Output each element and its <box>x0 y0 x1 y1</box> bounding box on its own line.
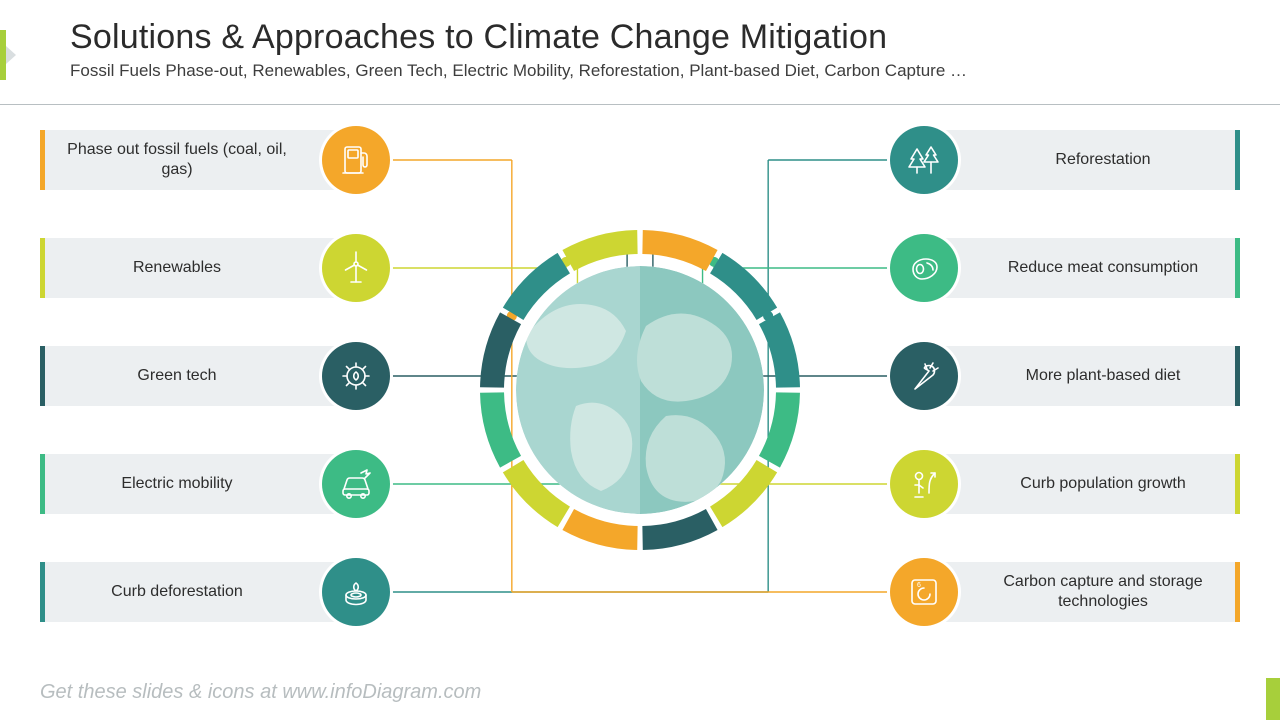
item-stripe <box>1235 346 1240 406</box>
trees-icon <box>890 126 958 194</box>
item-label: Carbon capture and storage technologies <box>984 572 1222 612</box>
item-row: Renewables <box>40 230 390 306</box>
item-row: Carbon capture and storage technologies 6 <box>890 554 1240 630</box>
bottom-right-accent <box>1266 678 1280 720</box>
item-label: More plant-based diet <box>984 366 1222 386</box>
carrot-icon <box>890 342 958 410</box>
footer-text: Get these slides & icons at www.infoDiag… <box>40 681 481 704</box>
ev-car-icon <box>322 450 390 518</box>
item-bar: Green tech <box>40 346 342 406</box>
item-stripe <box>40 454 45 514</box>
tree-stump-icon <box>322 558 390 626</box>
left-accent-bar <box>0 30 6 80</box>
page-subtitle: Fossil Fuels Phase-out, Renewables, Gree… <box>70 61 1240 81</box>
svg-text:6: 6 <box>917 582 921 589</box>
globe-graphic <box>516 266 764 514</box>
item-stripe <box>1235 562 1240 622</box>
item-row: Electric mobility <box>40 446 390 522</box>
header-divider <box>0 104 1280 105</box>
item-row: Reforestation <box>890 122 1240 198</box>
diagram-stage: Phase out fossil fuels (coal, oil, gas) R… <box>0 110 1280 670</box>
item-row: Curb deforestation <box>40 554 390 630</box>
item-label: Reforestation <box>984 150 1222 170</box>
item-bar: Curb deforestation <box>40 562 342 622</box>
steak-icon <box>890 234 958 302</box>
carbon-element-icon: 6 <box>890 558 958 626</box>
item-label: Green tech <box>58 366 296 386</box>
center-hub <box>480 230 800 550</box>
item-stripe <box>1235 454 1240 514</box>
item-bar: Curb population growth <box>938 454 1240 514</box>
page-title: Solutions & Approaches to Climate Change… <box>70 18 1240 57</box>
item-stripe <box>40 238 45 298</box>
eco-gear-icon <box>322 342 390 410</box>
item-stripe <box>1235 238 1240 298</box>
item-bar: Renewables <box>40 238 342 298</box>
item-row: Curb population growth <box>890 446 1240 522</box>
item-label: Electric mobility <box>58 474 296 494</box>
population-icon <box>890 450 958 518</box>
item-row: Green tech <box>40 338 390 414</box>
left-column: Phase out fossil fuels (coal, oil, gas) R… <box>40 122 390 662</box>
item-label: Phase out fossil fuels (coal, oil, gas) <box>58 140 296 180</box>
item-stripe <box>1235 130 1240 190</box>
right-column: Reforestation Reduce meat consumption More… <box>890 122 1240 662</box>
item-label: Renewables <box>58 258 296 278</box>
item-label: Curb deforestation <box>58 582 296 602</box>
item-bar: Reduce meat consumption <box>938 238 1240 298</box>
globe <box>516 266 764 514</box>
item-stripe <box>40 346 45 406</box>
fuel-pump-icon <box>322 126 390 194</box>
item-bar: More plant-based diet <box>938 346 1240 406</box>
wind-turbine-icon <box>322 234 390 302</box>
item-row: Reduce meat consumption <box>890 230 1240 306</box>
item-bar: Carbon capture and storage technologies <box>938 562 1240 622</box>
item-row: Phase out fossil fuels (coal, oil, gas) <box>40 122 390 198</box>
item-row: More plant-based diet <box>890 338 1240 414</box>
item-label: Reduce meat consumption <box>984 258 1222 278</box>
item-stripe <box>40 562 45 622</box>
item-bar: Electric mobility <box>40 454 342 514</box>
item-stripe <box>40 130 45 190</box>
item-bar: Reforestation <box>938 130 1240 190</box>
item-label: Curb population growth <box>984 474 1222 494</box>
item-bar: Phase out fossil fuels (coal, oil, gas) <box>40 130 342 190</box>
left-accent-tab <box>6 46 16 64</box>
